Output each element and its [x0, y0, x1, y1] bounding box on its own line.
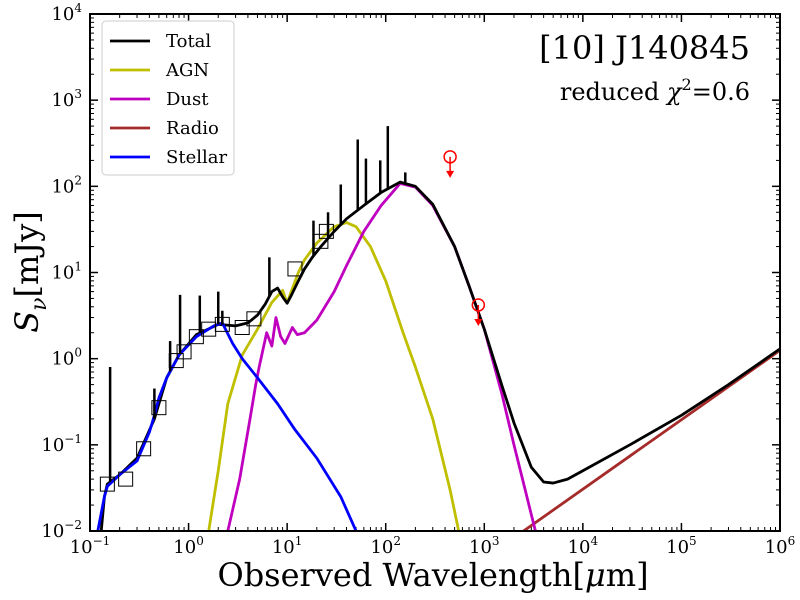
- y-tick-label: 10−2: [41, 518, 82, 542]
- upper-limit-marker: [443, 150, 457, 178]
- series-total-line: [99, 180, 780, 531]
- x-tick-label: 10−1: [70, 534, 111, 558]
- x-tick-label: 103: [469, 534, 500, 558]
- y-tick-label: 102: [51, 173, 82, 197]
- x-tick-label: 106: [765, 534, 796, 558]
- photometry-point: [287, 261, 303, 277]
- legend-label-radio: Radio: [166, 118, 219, 139]
- photometry-point: [318, 223, 334, 239]
- upper-limit-arrow-head: [446, 170, 455, 178]
- legend-label-stellar: Stellar: [166, 147, 227, 168]
- upper-limit-marker: [471, 298, 486, 326]
- photometry-point: [188, 329, 204, 345]
- x-tick-label: 100: [173, 534, 204, 558]
- series-stellar-line: [96, 321, 358, 531]
- photometry-point: [214, 316, 230, 332]
- series-agn-line: [207, 221, 461, 531]
- x-axis-ticks: 10−1 100 101 102 103 104 105 106: [70, 14, 796, 558]
- legend-label-total: Total: [166, 31, 211, 52]
- x-tick-label: 101: [272, 534, 303, 558]
- photometry-point: [234, 319, 250, 335]
- y-tick-label: 103: [51, 87, 82, 111]
- legend-box: [101, 20, 235, 176]
- x-tick-label: 105: [666, 534, 697, 558]
- photometry-layer: [99, 150, 486, 492]
- photometry-point: [313, 233, 329, 249]
- photometry-point: [151, 400, 167, 416]
- series-layer: [96, 126, 780, 531]
- y-tick-label: 100: [51, 346, 82, 370]
- y-tick-label: 101: [51, 260, 82, 284]
- photometry-point: [168, 353, 184, 369]
- photometry-point: [118, 471, 134, 487]
- series-radio-line: [522, 349, 780, 531]
- upper-limit-arrow-head: [474, 318, 483, 326]
- x-tick-label: 104: [568, 534, 599, 558]
- legend: Total AGN Dust Radio Stellar: [101, 20, 235, 176]
- legend-label-agn: AGN: [165, 60, 209, 81]
- legend-label-dust: Dust: [166, 89, 209, 110]
- y-tick-label: 104: [51, 1, 82, 25]
- series-dust-line: [226, 182, 537, 531]
- annotation-title: [10] J140845: [539, 29, 750, 67]
- x-tick-label: 102: [370, 534, 401, 558]
- y-axis-label: Sν[mJy]: [8, 211, 52, 333]
- photometry-point: [99, 476, 115, 492]
- photometry-point: [176, 344, 192, 360]
- x-axis-label: Observed Wavelength[μm]: [217, 556, 648, 594]
- annotation-chi: reduced χ2=0.6: [560, 75, 750, 106]
- y-tick-label: 10−1: [41, 432, 82, 456]
- plot-frame: [89, 13, 781, 532]
- photometry-point: [246, 311, 262, 327]
- photometry-point: [136, 441, 152, 457]
